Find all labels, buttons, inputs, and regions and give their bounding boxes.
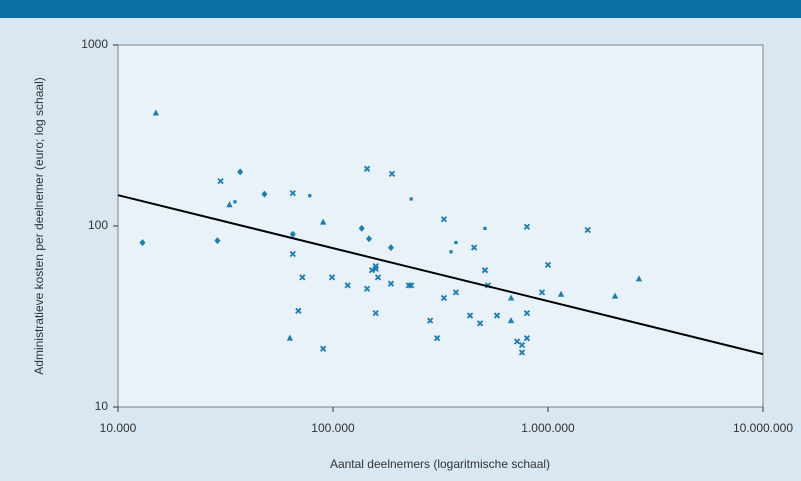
data-point [372, 310, 379, 317]
x-tick-label: 1.000.000 [521, 421, 575, 435]
data-point [237, 168, 244, 176]
data-point [507, 317, 515, 324]
data-point [513, 338, 521, 345]
data-point [426, 317, 434, 324]
data-point [372, 265, 379, 272]
data-point [374, 274, 382, 281]
x-axis-label: Aantal deelnemers (logaritmische schaal) [330, 457, 550, 471]
data-point [408, 282, 415, 289]
data-point [299, 274, 306, 281]
data-point [289, 189, 296, 197]
header-bar [0, 0, 801, 18]
data-point [358, 224, 365, 232]
data-point [523, 223, 531, 230]
data-point [363, 165, 371, 172]
x-tick-label: 10.000 [100, 421, 137, 435]
data-point [152, 109, 160, 116]
data-point [387, 280, 395, 287]
data-point [493, 312, 501, 319]
data-point [507, 294, 515, 301]
data-point [518, 341, 526, 349]
data-point [523, 335, 531, 342]
data-point [139, 239, 146, 247]
x-tick-label: 10.000.000 [733, 421, 793, 435]
data-point [454, 240, 458, 245]
data-point [365, 235, 372, 243]
data-point [387, 244, 394, 252]
data-point [523, 310, 531, 317]
data-point [557, 290, 565, 297]
data-point [481, 267, 489, 274]
data-point [233, 200, 237, 204]
data-point [518, 349, 526, 356]
y-tick-label: 1000 [81, 37, 108, 51]
data-point [538, 289, 546, 296]
data-point [344, 282, 351, 289]
data-point [635, 275, 643, 282]
data-point [584, 226, 591, 234]
data-point [440, 216, 448, 223]
data-point [476, 320, 484, 327]
plot-area [117, 44, 764, 408]
data-point [289, 250, 296, 258]
data-point [466, 312, 474, 319]
data-point [226, 201, 233, 208]
data-point [320, 345, 327, 352]
x-tick-label: 100.000 [311, 421, 355, 435]
y-tick-label: 100 [88, 218, 108, 232]
data-point [214, 237, 221, 245]
data-point [409, 197, 413, 201]
y-axis-label: Administratieve kosten per deelnemer (eu… [32, 77, 46, 374]
data-point [611, 292, 619, 299]
y-tick-label: 10 [95, 399, 109, 413]
data-point [483, 226, 487, 230]
data-point [449, 250, 453, 254]
data-point [452, 289, 460, 296]
data-point [308, 194, 312, 198]
data-point [261, 190, 268, 198]
data-point [289, 230, 296, 238]
data-point [363, 285, 371, 292]
data-point [544, 261, 552, 268]
data-point [217, 177, 224, 185]
data-point [286, 334, 294, 341]
data-point [388, 170, 396, 178]
data-point [433, 335, 441, 342]
data-point [440, 294, 448, 302]
trend-line [117, 194, 764, 356]
data-point [328, 274, 336, 281]
data-point [319, 218, 327, 225]
data-point [295, 307, 302, 314]
data-point [470, 244, 478, 251]
